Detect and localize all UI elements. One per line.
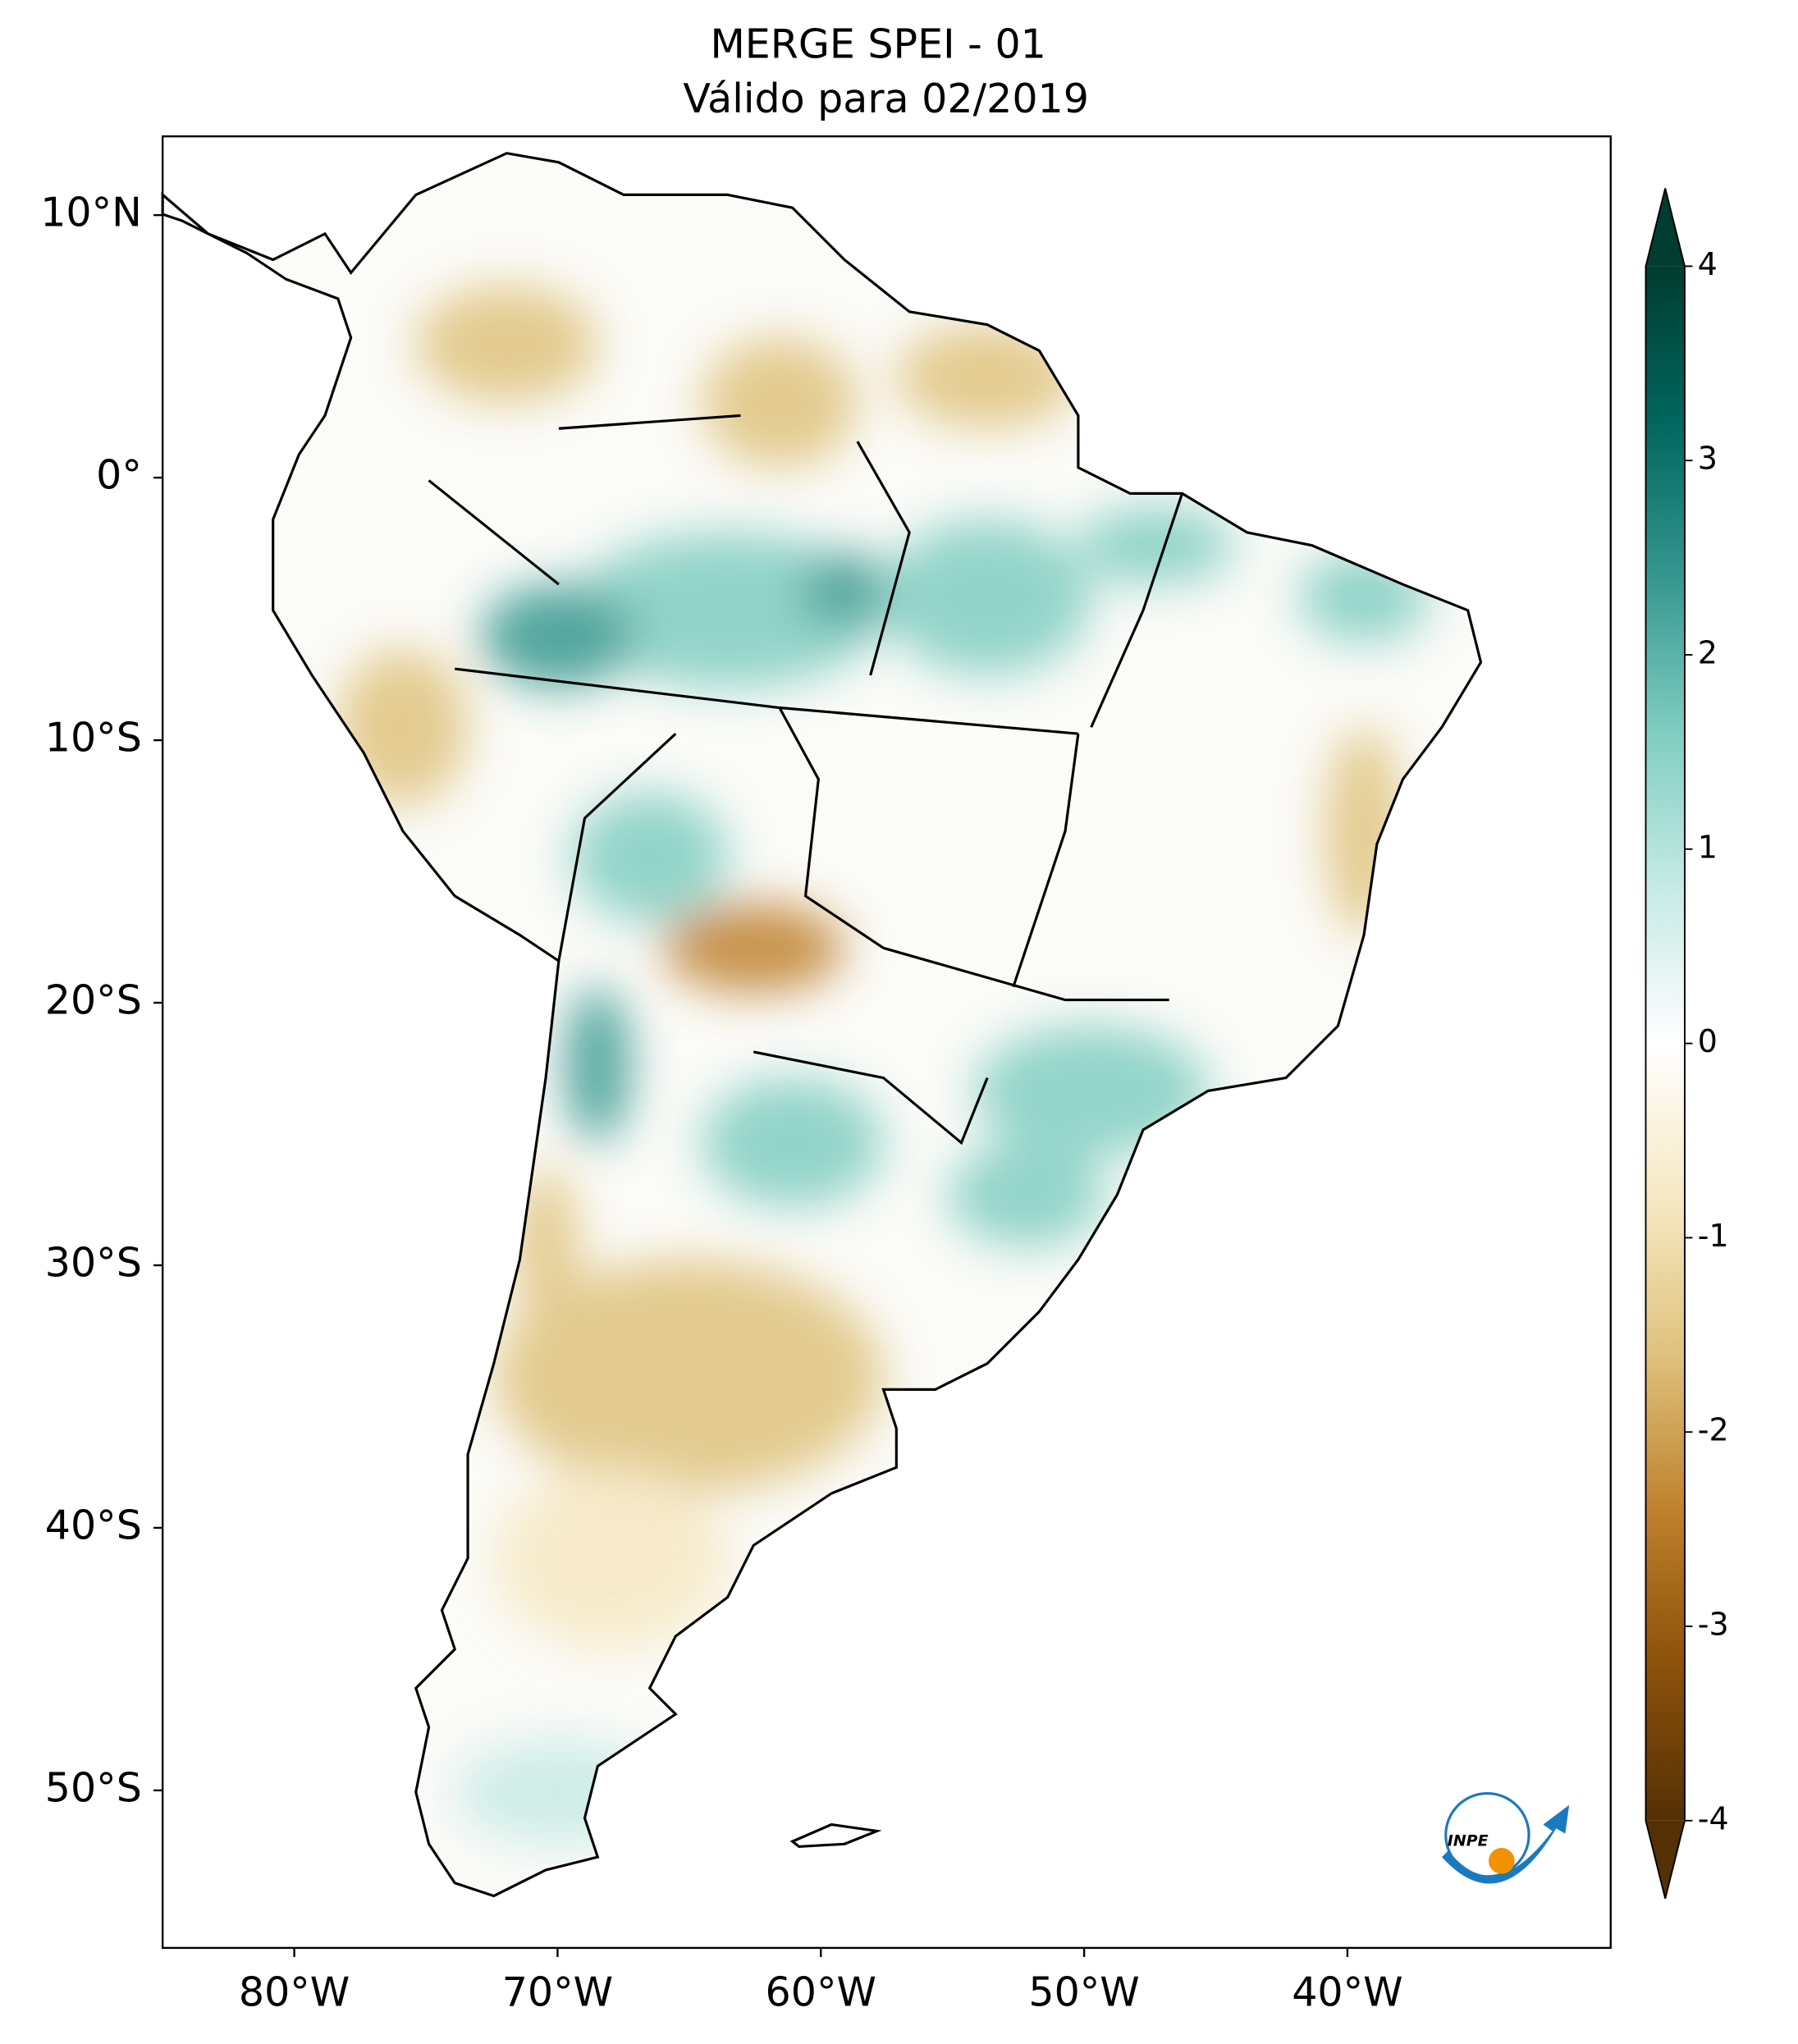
- inpe-logo: INPE: [1442, 1791, 1570, 1884]
- colorbar-tick-label: 0: [1698, 1023, 1718, 1059]
- colorbar-extend-bottom: [1645, 1820, 1685, 1899]
- x-tick-label: 80°W: [239, 1968, 350, 2015]
- colorbar-tick-label: 2: [1698, 635, 1718, 671]
- y-tick-label: 10°S: [45, 714, 142, 761]
- falklands: [789, 1822, 882, 1849]
- colorbar: -4 -3 -2 -1 0 1 2 3 4: [1645, 188, 1729, 1899]
- anomaly-blobs: [337, 286, 1430, 1845]
- colorbar-tick-label: -4: [1698, 1800, 1729, 1836]
- x-tick-label: 40°W: [1292, 1968, 1402, 2015]
- x-tick-label: 50°W: [1028, 1968, 1139, 2015]
- y-tick-label: 30°S: [45, 1238, 142, 1286]
- y-tick-label: 20°S: [45, 976, 142, 1024]
- y-tick-label: 10°N: [40, 189, 142, 236]
- axes: 80°W 70°W 60°W 50°W 40°W 10°N 0° 10°S 20°S 30°S 40…: [40, 189, 1402, 2016]
- map-frame: [161, 135, 1612, 1950]
- colorbar-tick-label: -2: [1698, 1412, 1729, 1448]
- x-tick-label: 60°W: [766, 1968, 876, 2015]
- y-tick-label: 50°S: [45, 1763, 142, 1811]
- colorbar-extend-top: [1645, 188, 1685, 267]
- map-subtitle: Válido para 02/2019: [683, 75, 1089, 122]
- colorbar-tick-label: 1: [1698, 829, 1718, 865]
- y-tick-label: 40°S: [45, 1501, 142, 1548]
- map-title: MERGE SPEI - 01: [710, 20, 1045, 67]
- logo-dot: [1488, 1848, 1515, 1874]
- y-tick-label: 0°: [96, 451, 142, 499]
- borders: [428, 414, 1184, 1145]
- colorbar-tick-label: 4: [1698, 246, 1718, 282]
- colorbar-tick-label: -1: [1698, 1218, 1729, 1254]
- x-tick-label: 70°W: [502, 1968, 613, 2015]
- logo-swoosh: [1442, 1804, 1570, 1884]
- colorbar-tick-label: 3: [1698, 441, 1718, 477]
- colorbar-body: [1645, 266, 1685, 1821]
- logo-text: INPE: [1448, 1832, 1489, 1850]
- colorbar-tick-label: -3: [1698, 1606, 1729, 1642]
